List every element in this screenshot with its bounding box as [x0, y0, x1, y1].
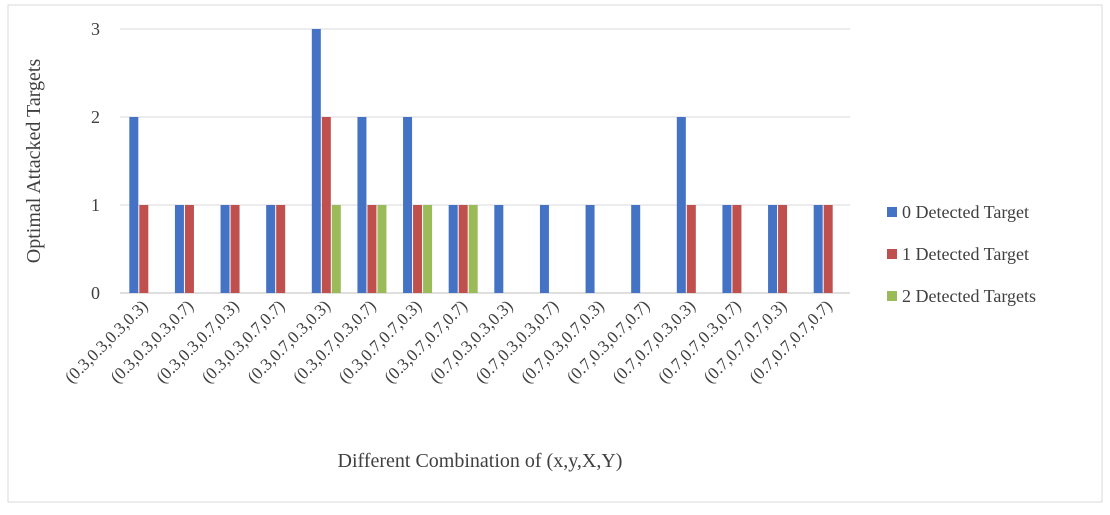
bar [403, 117, 413, 293]
y-tick-label: 3 [91, 19, 100, 39]
bar [413, 205, 423, 293]
legend-swatch [887, 249, 897, 259]
bar [220, 205, 230, 293]
legend-swatch [887, 291, 897, 301]
y-tick-label: 2 [91, 107, 100, 127]
bar [813, 205, 823, 293]
bar [494, 205, 504, 293]
legend-swatch [887, 207, 897, 217]
bar [768, 205, 778, 293]
y-tick-label: 0 [91, 283, 100, 303]
bar [676, 117, 686, 293]
bar [174, 205, 184, 293]
bar [276, 205, 286, 293]
bar [468, 205, 478, 293]
bar [129, 117, 139, 293]
bar [631, 205, 641, 293]
bar [732, 205, 742, 293]
x-axis-title: Different Combination of (x,y,X,Y) [338, 450, 623, 472]
y-axis-title: Optimal Attacked Targets [23, 59, 45, 264]
bar [778, 205, 788, 293]
bar [722, 205, 732, 293]
bar [823, 205, 833, 293]
bar [423, 205, 433, 293]
bar [230, 205, 240, 293]
legend-label: 0 Detected Target [902, 202, 1029, 222]
y-tick-label: 1 [91, 195, 100, 215]
bar [686, 205, 696, 293]
bar [367, 205, 377, 293]
bar [184, 205, 194, 293]
bar [139, 205, 149, 293]
bar [311, 29, 321, 293]
legend-label: 1 Detected Target [902, 244, 1029, 264]
bar [266, 205, 276, 293]
bar [448, 205, 458, 293]
bar [321, 117, 331, 293]
legend-label: 2 Detected Targets [902, 286, 1036, 306]
bar [458, 205, 468, 293]
bar [357, 117, 367, 293]
bar [585, 205, 595, 293]
bar [539, 205, 549, 293]
bar [331, 205, 341, 293]
bar [377, 205, 387, 293]
